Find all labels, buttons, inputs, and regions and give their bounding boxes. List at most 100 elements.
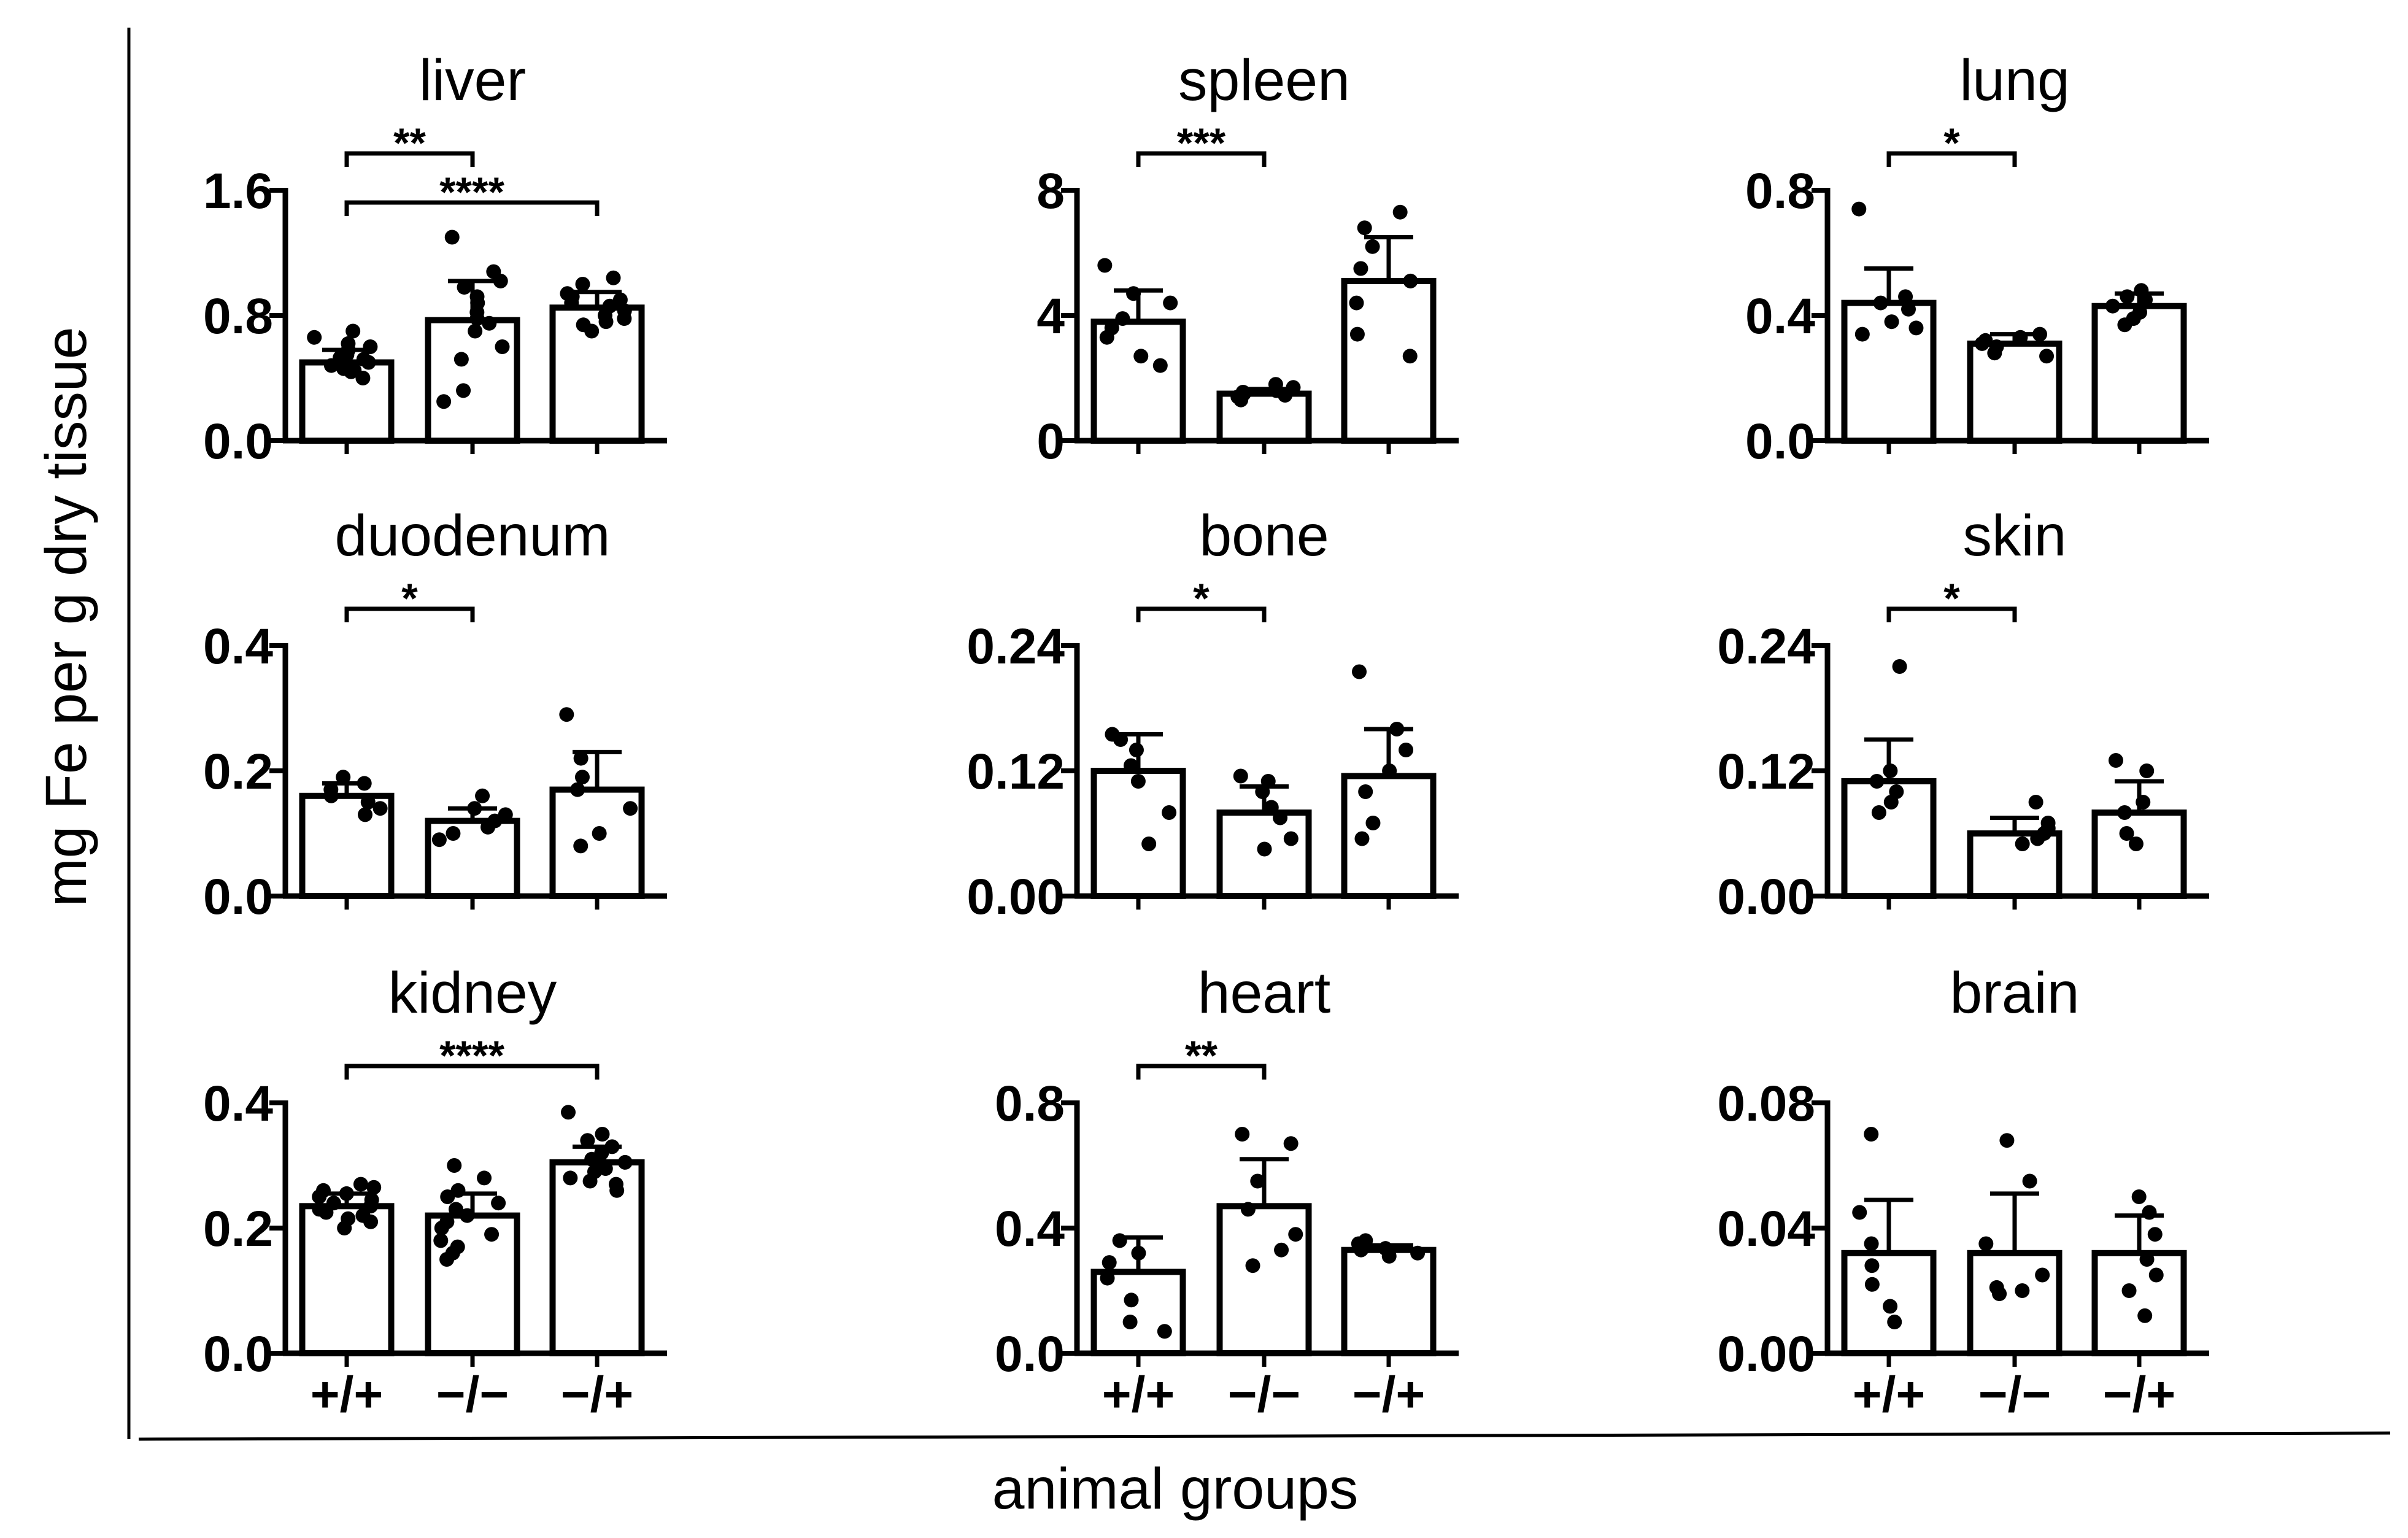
x-tick-label: +/+ xyxy=(311,1367,384,1423)
bar xyxy=(2091,810,2187,899)
data-point xyxy=(1349,295,1364,311)
significance-label: *** xyxy=(1177,120,1226,166)
data-point xyxy=(364,1192,379,1208)
data-point xyxy=(347,363,362,378)
data-point xyxy=(372,801,388,816)
data-point xyxy=(468,323,483,339)
data-point xyxy=(2117,805,2132,820)
data-point xyxy=(1887,1315,1902,1329)
data-point xyxy=(2121,1283,2137,1298)
data-point xyxy=(2015,1283,2030,1298)
data-point xyxy=(1122,1315,1138,1329)
x-tick-label: −/− xyxy=(1228,1367,1301,1423)
data-point xyxy=(358,807,373,822)
data-point xyxy=(498,807,513,822)
data-point xyxy=(1286,380,1301,395)
significance-label: * xyxy=(1193,575,1210,622)
data-point xyxy=(1260,774,1276,789)
data-point xyxy=(623,801,638,816)
significance-bracket xyxy=(1136,151,1267,167)
data-point xyxy=(1162,805,1177,820)
significance-bracket xyxy=(1886,606,2017,622)
data-point xyxy=(353,1177,368,1192)
data-point xyxy=(439,1214,455,1229)
bar xyxy=(1090,768,1186,899)
data-point xyxy=(307,330,322,345)
data-point xyxy=(2136,795,2151,810)
data-point xyxy=(366,1180,382,1195)
panel-duodenum: duodenum 0.0 0.2 0.4 * xyxy=(203,503,667,925)
x-tick-label: −/− xyxy=(1978,1367,2051,1423)
data-point xyxy=(573,751,588,766)
data-point xyxy=(2128,837,2144,851)
data-point xyxy=(1869,774,1885,789)
y-tick-label: 8 xyxy=(1036,163,1065,219)
data-point xyxy=(1358,1233,1373,1248)
panel-kidney: kidney 0.0 0.2 0.4 +/+ −/− −/+ **** xyxy=(203,960,667,1423)
data-point xyxy=(2131,1189,2147,1204)
data-point xyxy=(448,1202,463,1217)
data-point xyxy=(1352,664,1367,679)
data-point xyxy=(1378,1241,1393,1256)
data-point xyxy=(612,292,628,307)
data-point xyxy=(580,1133,595,1148)
data-point xyxy=(2015,837,2030,851)
data-point xyxy=(1131,1245,1146,1261)
data-point xyxy=(336,770,351,785)
panel-title: spleen xyxy=(1178,48,1350,113)
data-point xyxy=(487,813,503,829)
y-tick-label: 0.0 xyxy=(203,869,273,925)
data-point xyxy=(598,1161,613,1177)
significance-bracket xyxy=(1886,151,2017,167)
data-point xyxy=(453,352,469,367)
data-point xyxy=(1240,1202,1256,1217)
data-point xyxy=(595,1127,610,1142)
data-point xyxy=(1871,805,1886,820)
significance-label: * xyxy=(1943,575,1960,622)
x-tick-label: −/− xyxy=(436,1367,509,1423)
data-point xyxy=(2120,289,2135,304)
data-point xyxy=(1864,1277,1880,1292)
data-point xyxy=(477,1170,492,1186)
bar xyxy=(425,317,520,444)
data-point xyxy=(1399,743,1414,757)
data-point xyxy=(1235,1127,1250,1142)
data-point xyxy=(1854,327,1870,342)
data-point xyxy=(1102,1255,1117,1270)
panel-title: brain xyxy=(1950,960,2079,1026)
x-tick-label: +/+ xyxy=(1853,1367,1926,1423)
data-point xyxy=(1403,273,1418,288)
y-tick-label: 0.08 xyxy=(1717,1076,1815,1132)
panel-title: lung xyxy=(1959,48,2070,113)
data-point xyxy=(2032,327,2048,342)
figure-y-axis-label: mg Fe per g dry tissue xyxy=(34,327,99,906)
significance-bracket xyxy=(344,1064,600,1080)
data-point xyxy=(1873,295,1888,311)
data-point xyxy=(431,832,447,848)
data-point xyxy=(1264,800,1279,815)
bar xyxy=(425,817,520,899)
data-point xyxy=(570,782,585,797)
data-point xyxy=(2119,826,2134,841)
significance-label: **** xyxy=(439,169,504,215)
data-point xyxy=(574,770,590,785)
significance-label: **** xyxy=(439,1032,504,1079)
data-point xyxy=(606,270,621,285)
data-point xyxy=(563,1170,578,1186)
data-point xyxy=(2132,304,2148,320)
bar xyxy=(299,1203,395,1357)
y-tick-label: 0.04 xyxy=(1717,1201,1815,1257)
y-tick-label: 0.0 xyxy=(995,1326,1065,1382)
bar xyxy=(1341,1246,1437,1356)
data-point xyxy=(1852,1205,1867,1220)
data-point xyxy=(1104,320,1119,336)
data-point xyxy=(2142,1205,2157,1220)
data-point xyxy=(326,1196,341,1211)
data-point xyxy=(456,383,471,398)
data-point xyxy=(1353,261,1368,276)
data-point xyxy=(495,339,510,354)
data-point xyxy=(1851,201,1867,217)
data-point xyxy=(339,1186,354,1201)
bar xyxy=(2091,1250,2187,1357)
